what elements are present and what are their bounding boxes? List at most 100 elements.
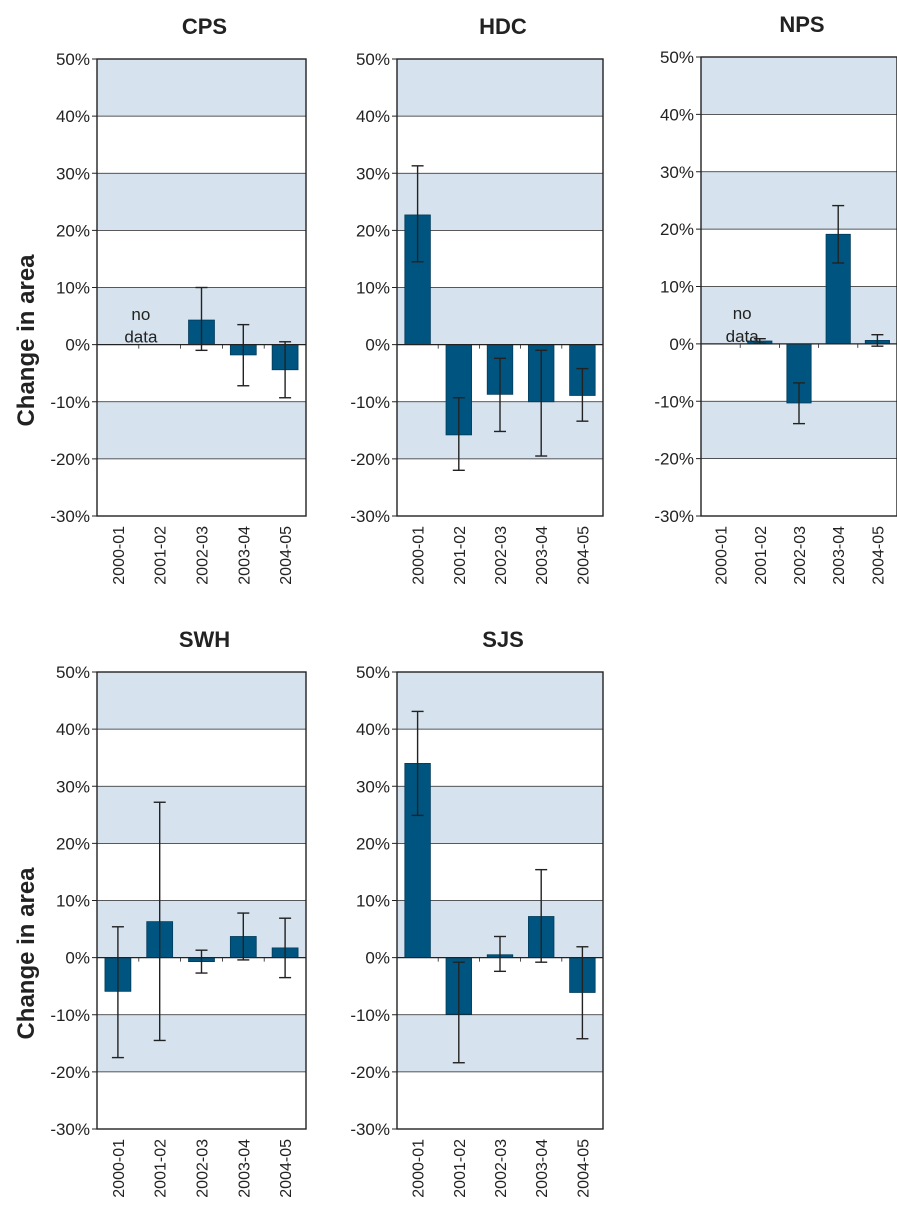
x-tick-label: 2004-05: [575, 526, 592, 585]
x-tick-label: 2001-02: [153, 526, 170, 585]
y-tick-label: -30%: [350, 1120, 390, 1139]
chart-title: NPS: [779, 12, 824, 37]
y-tick-label: 50%: [56, 50, 90, 69]
band-1: [397, 173, 603, 231]
x-tick-label: 2000-01: [111, 526, 128, 585]
x-tick-label: 2003-04: [534, 1139, 551, 1198]
x-tick-label: 2001-02: [753, 526, 770, 585]
x-tick-label: 2000-01: [411, 526, 428, 585]
y-tick-label: 30%: [56, 164, 90, 183]
y-tick-label: 10%: [356, 279, 390, 298]
x-tick-label: 2003-04: [831, 526, 848, 585]
y-tick-label: 50%: [56, 663, 90, 682]
band-0: [97, 59, 306, 117]
y-tick-label: 20%: [56, 221, 90, 240]
y-tick-label: 40%: [56, 720, 90, 739]
plot-frame: [396, 58, 604, 517]
chart-panel-hdc: 50% 40% 30% 20% 10% 0% -10% -20% -30% 2000-01 2001…: [350, 14, 604, 585]
x-tick-label: 2003-04: [236, 1139, 253, 1198]
x-tick-label: 2004-05: [278, 1139, 295, 1198]
chart-panel-cps: 50% 40% 30% 20% 10% 0% -10% -20% -30% 2000-01 2001…: [13, 14, 307, 585]
band-3: [97, 1014, 306, 1072]
x-tick-label: 2002-03: [195, 526, 212, 585]
y-tick-label: 0%: [65, 949, 90, 968]
y-tick-label: -30%: [350, 507, 390, 526]
band-0: [397, 672, 603, 730]
x-tick-label: 2004-05: [575, 1139, 592, 1198]
y-tick-label: 20%: [356, 221, 390, 240]
annotation-line2: data: [726, 327, 760, 346]
chart-panel-swh: 50% 40% 30% 20% 10% 0% -10% -20% -30% 2000-01 2001…: [13, 627, 307, 1198]
y-tick-label: -20%: [654, 450, 694, 469]
band-2: [97, 900, 306, 958]
x-tick-label: 2000-01: [714, 526, 731, 585]
y-tick-label: 30%: [356, 164, 390, 183]
chart-title: HDC: [479, 14, 527, 39]
y-tick-label: 0%: [669, 335, 694, 354]
y-tick-label: 50%: [660, 48, 694, 67]
x-tick-label: 2002-03: [792, 526, 809, 585]
y-tick-label: -20%: [350, 1063, 390, 1082]
x-tick-label: 2000-01: [111, 1139, 128, 1198]
x-tick-label: 2001-02: [452, 1139, 469, 1198]
y-tick-label: 0%: [365, 949, 390, 968]
annotation-line1: no: [131, 305, 150, 324]
y-tick-label: -30%: [654, 507, 694, 526]
band-2: [397, 287, 603, 345]
band-0: [701, 57, 897, 115]
x-tick-label: 2004-05: [870, 526, 887, 585]
chart-panel-sjs: 50% 40% 30% 20% 10% 0% -10% -20% -30% 2000-01 2001…: [350, 627, 604, 1198]
annotation-line2: data: [124, 328, 158, 347]
x-tick-label: 2001-02: [452, 526, 469, 585]
x-tick-label: 2003-04: [236, 526, 253, 585]
y-tick-label: 20%: [660, 220, 694, 239]
band-1: [701, 171, 897, 230]
plot-frame: [396, 671, 604, 1130]
y-tick-label: 40%: [660, 105, 694, 124]
y-tick-label: 10%: [56, 279, 90, 298]
y-tick-label: 20%: [356, 834, 390, 853]
y-axis-label: Change in area: [13, 254, 40, 427]
y-tick-label: 50%: [356, 663, 390, 682]
y-tick-label: 20%: [56, 834, 90, 853]
y-tick-label: 30%: [660, 163, 694, 182]
x-tick-label: 2004-05: [278, 526, 295, 585]
x-tick-label: 2003-04: [534, 526, 551, 585]
y-tick-label: -10%: [350, 393, 390, 412]
y-tick-label: -10%: [350, 1006, 390, 1025]
x-tick-label: 2002-03: [493, 526, 510, 585]
x-tick-label: 2001-02: [153, 1139, 170, 1198]
y-tick-label: 40%: [356, 107, 390, 126]
y-tick-label: 0%: [65, 336, 90, 355]
band-0: [97, 672, 306, 730]
y-tick-label: -20%: [350, 450, 390, 469]
band-2: [701, 286, 897, 344]
y-tick-label: 10%: [660, 278, 694, 297]
band-0: [397, 59, 603, 117]
y-tick-label: 10%: [56, 892, 90, 911]
y-tick-label: 50%: [356, 50, 390, 69]
chart-title: SWH: [179, 627, 230, 652]
plot-frame: [96, 58, 307, 517]
plot-frame: [700, 56, 897, 517]
y-tick-label: -30%: [50, 1120, 90, 1139]
y-axis-label: Change in area: [13, 867, 40, 1040]
y-tick-label: 30%: [356, 777, 390, 796]
annotation-line1: no: [733, 304, 752, 323]
band-1: [97, 173, 306, 231]
y-tick-label: 10%: [356, 892, 390, 911]
band-3: [397, 1014, 603, 1072]
y-tick-label: -10%: [654, 392, 694, 411]
y-tick-label: -20%: [50, 1063, 90, 1082]
y-tick-label: 40%: [356, 720, 390, 739]
band-1: [97, 786, 306, 844]
x-tick-label: 2000-01: [411, 1139, 428, 1198]
chart-panel-nps: 50% 40% 30% 20% 10% 0% -10% -20% -30% 2000-01 2001…: [654, 12, 897, 585]
plot-frame: [96, 671, 307, 1130]
chart-title: SJS: [482, 627, 524, 652]
y-tick-label: -30%: [50, 507, 90, 526]
y-tick-label: 30%: [56, 777, 90, 796]
chart-title: CPS: [182, 14, 227, 39]
y-tick-label: -10%: [50, 393, 90, 412]
